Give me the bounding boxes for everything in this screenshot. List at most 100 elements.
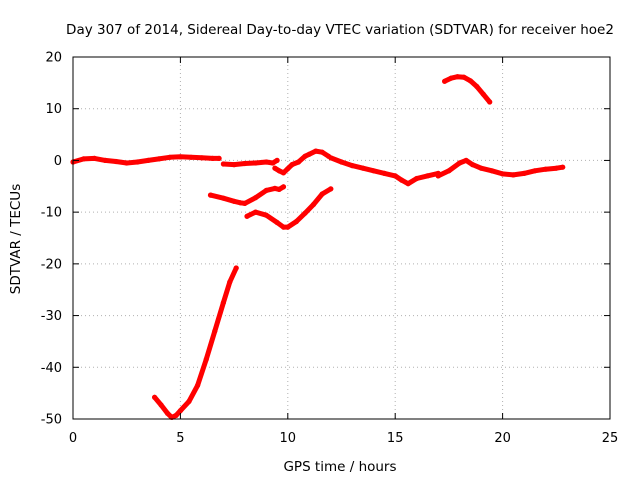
data-point [392,173,398,179]
data-point [521,170,527,176]
data-point [405,181,411,187]
tick-layer: 0 5 10 15 20 25 -50 -40 -30 -20 -10 0 10 20 [41,51,619,447]
data-point [338,159,345,165]
data-point [173,412,179,418]
data-point [328,155,334,161]
data-point [319,191,325,197]
series-lower-arc [244,186,334,230]
data-point [242,160,248,167]
x-tick-label: 20 [494,431,511,446]
data-point [274,157,280,163]
data-point [274,219,280,226]
data-point [203,356,209,363]
y-tick-label: 20 [45,51,62,66]
data-point [210,155,216,161]
data-point [280,224,287,230]
data-layer [70,74,566,420]
x-tick-label: 10 [280,431,297,446]
data-point [164,410,171,416]
data-point [263,212,269,218]
series-mid-arc [207,184,287,206]
data-point [448,75,454,81]
data-point [253,195,259,201]
data-point [295,159,302,165]
data-point [313,148,319,154]
data-point [113,158,119,165]
data-point [237,200,244,206]
y-tick-label: -30 [41,309,62,324]
data-point [145,157,151,163]
data-point [454,74,461,80]
data-point [442,78,448,84]
data-point [195,382,201,388]
data-point [510,172,516,178]
data-point [152,394,158,400]
data-point [216,155,222,161]
data-point [328,186,334,192]
x-tick-label: 5 [176,431,184,446]
data-point [424,173,430,179]
y-tick-label: -50 [41,413,62,428]
data-point [319,149,325,155]
data-point [285,166,291,172]
data-point [285,224,291,230]
series-upper-arc [442,74,493,105]
data-point [560,164,566,170]
series-band-9-to-12 [272,148,332,176]
data-point [253,160,259,166]
series-band-7-to-9 [220,157,280,168]
data-point [263,159,269,165]
y-tick-label: -40 [41,361,62,376]
data-point [463,157,469,163]
data-point [371,168,377,174]
data-point [302,153,308,159]
data-point [233,265,239,271]
series-main-band [70,154,222,166]
data-point [381,170,388,176]
data-point [199,155,205,161]
data-point [188,154,194,160]
data-point [487,99,493,105]
data-point [543,166,549,172]
data-point [280,184,287,190]
data-point [461,74,467,80]
data-point [263,187,269,193]
data-point [280,170,287,176]
y-tick-label: -10 [41,206,62,221]
data-point [227,279,233,285]
data-point [457,160,463,166]
data-point [158,402,164,408]
data-point [276,168,282,174]
data-point [231,198,237,204]
data-point [207,192,214,198]
data-point [435,173,441,179]
data-point [102,157,108,163]
data-point [91,155,98,161]
data-point [270,160,276,166]
data-point [302,210,308,216]
y-tick-label: 10 [45,102,62,117]
x-tick-label: 25 [602,431,619,446]
data-point [177,154,183,160]
data-point [276,186,282,192]
chart-title: Day 307 of 2014, Sidereal Day-to-day VTE… [66,22,614,38]
data-point [293,218,299,225]
x-axis-label: GPS time / hours [283,459,396,475]
data-point [532,168,538,174]
data-point [253,209,259,215]
data-point [81,156,87,162]
data-point [220,195,226,201]
data-point [480,91,486,97]
series-band-17-to-23 [435,157,566,179]
data-point [311,201,317,207]
data-point [220,161,226,167]
data-point [474,83,480,90]
data-point [360,165,366,171]
data-point [469,162,476,168]
data-point [134,159,140,165]
data-point [272,185,278,191]
data-point [489,168,495,174]
x-tick-label: 0 [69,431,77,446]
